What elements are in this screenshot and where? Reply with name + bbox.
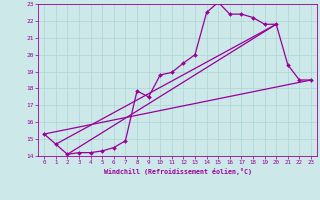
X-axis label: Windchill (Refroidissement éolien,°C): Windchill (Refroidissement éolien,°C): [104, 168, 252, 175]
